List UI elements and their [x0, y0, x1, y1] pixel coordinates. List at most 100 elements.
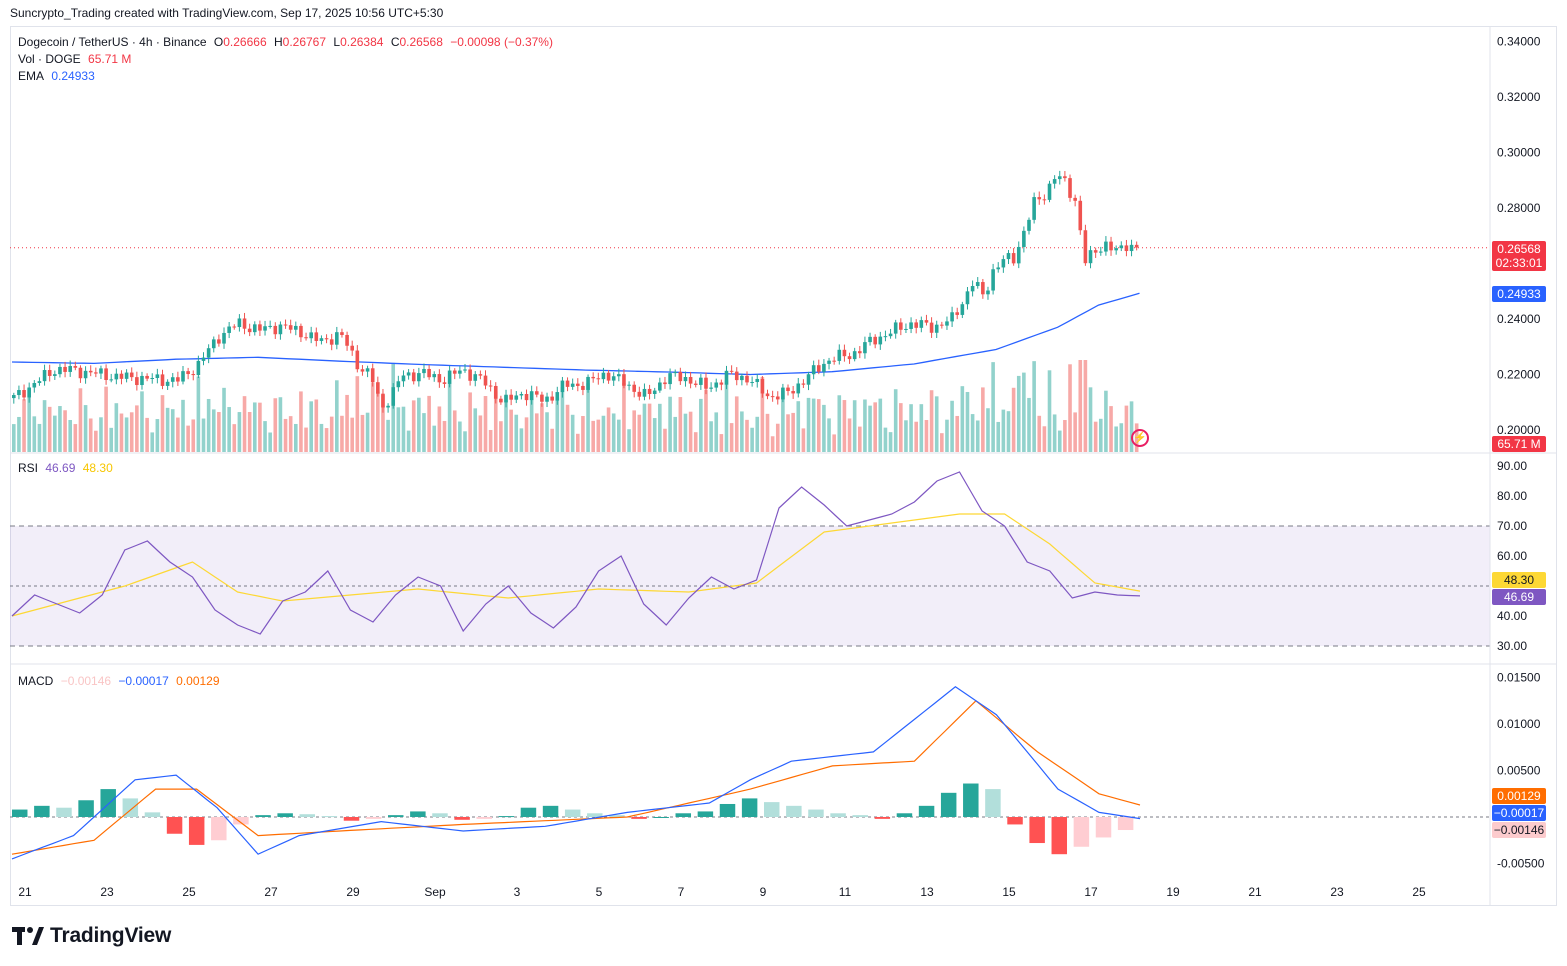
volume-bar: [442, 420, 447, 452]
volume-bar: [104, 386, 108, 452]
volume-bar: [458, 421, 462, 452]
volume-label[interactable]: Vol · DOGE: [18, 52, 81, 66]
time-tick-label: 5: [596, 885, 603, 899]
volume-bar: [278, 397, 283, 452]
candle-body: [950, 312, 954, 322]
time-tick-label: 23: [1330, 885, 1344, 899]
volume-bar: [181, 399, 185, 452]
candle-body: [909, 322, 913, 329]
rsi-ma-line: [11, 513, 1141, 617]
time-tick-label: 7: [678, 885, 685, 899]
macd-hist-bar: [277, 813, 293, 817]
open-label: O: [213, 35, 224, 49]
volume-bar: [42, 400, 47, 452]
volume-bar: [1119, 423, 1124, 452]
volume-bar: [509, 409, 513, 452]
price-tick-label: 0.32000: [1497, 90, 1541, 104]
macd-label[interactable]: MACD: [18, 674, 54, 688]
candle-body: [893, 322, 898, 334]
volume-bar: [78, 388, 83, 452]
volume-bar: [560, 387, 565, 452]
candle-body: [1052, 179, 1057, 184]
volume-bar: [709, 421, 713, 452]
macd-hist-bar: [719, 803, 736, 817]
volume-bar: [401, 406, 406, 452]
volume-bar: [991, 362, 995, 452]
candle-body: [1119, 245, 1124, 249]
candle-body: [693, 383, 698, 385]
candle-body: [1001, 259, 1006, 268]
volume-bar: [647, 403, 652, 452]
volume-bar: [483, 396, 488, 452]
volume-bar: [796, 401, 801, 452]
candle-body: [1073, 197, 1077, 201]
candle-body: [447, 370, 452, 384]
tradingview-logo[interactable]: TradingView: [12, 924, 171, 948]
price-tick-label: 0.34000: [1497, 35, 1541, 49]
candle-body: [827, 360, 831, 364]
volume-bar: [893, 389, 898, 452]
time-tick-label: 17: [1084, 885, 1098, 899]
volume-bar: [699, 398, 703, 452]
volume-bar: [1078, 360, 1083, 452]
volume-bar: [160, 395, 165, 452]
volume-bar: [176, 417, 180, 452]
volume-bar: [417, 397, 421, 452]
candle-body: [437, 374, 442, 383]
volume-bar: [955, 415, 960, 452]
candle-body: [750, 382, 754, 384]
candle-body: [509, 394, 513, 400]
candle-body: [78, 367, 83, 379]
candle-body: [211, 339, 216, 349]
price-tick-label: 0.28000: [1497, 201, 1541, 215]
ema-label[interactable]: EMA: [18, 69, 45, 83]
volume-bars: [12, 360, 1139, 452]
candle-body: [1016, 246, 1021, 264]
macd-hist-bar: [918, 805, 935, 817]
volume-bar: [140, 391, 144, 452]
hist-badge: −0.00146: [1492, 822, 1546, 838]
candle-body: [919, 320, 924, 328]
candle-body: [806, 374, 811, 385]
volume-bar: [1104, 390, 1108, 452]
rsi-label[interactable]: RSI: [18, 461, 39, 475]
candle-body: [493, 385, 498, 399]
volume-bar: [196, 376, 201, 452]
candle-body: [401, 375, 406, 382]
volume-bar: [899, 403, 903, 452]
candle-body: [83, 370, 88, 379]
volume-bar: [1114, 426, 1118, 452]
volume-bar: [22, 399, 26, 452]
lightning-icon[interactable]: ⚡: [1131, 429, 1149, 447]
macd-hist-bar: [498, 816, 515, 818]
volume-bar: [129, 412, 134, 452]
symbol-name[interactable]: Dogecoin / TetherUS · 4h · Binance: [18, 35, 207, 49]
macd-hist-bar: [188, 817, 205, 845]
volume-bar: [1052, 414, 1057, 452]
volume-bar: [986, 408, 990, 452]
price-tick-label: 0.30000: [1497, 146, 1541, 160]
volume-bar: [288, 416, 293, 452]
candle-body: [340, 332, 344, 335]
candle-body: [883, 336, 888, 338]
candle-body: [729, 370, 734, 372]
candle-body: [934, 324, 939, 333]
candle-body: [1129, 244, 1134, 252]
volume-bar: [258, 402, 262, 452]
candle-body: [468, 369, 472, 381]
volume-bar: [842, 400, 847, 452]
candle-body: [570, 383, 575, 387]
candle-body: [1114, 248, 1118, 251]
candle-body: [273, 325, 278, 335]
volume-bar: [99, 417, 103, 452]
volume-bar: [724, 380, 729, 452]
volume-bar: [693, 432, 698, 452]
volume-bar: [201, 418, 206, 452]
volume-bar: [688, 411, 693, 452]
candle-body: [206, 348, 211, 358]
rsi-ma-badge: 48.30: [1492, 572, 1546, 588]
candle-body: [12, 395, 16, 399]
volume-bar: [68, 420, 72, 452]
candle-body: [324, 338, 329, 340]
